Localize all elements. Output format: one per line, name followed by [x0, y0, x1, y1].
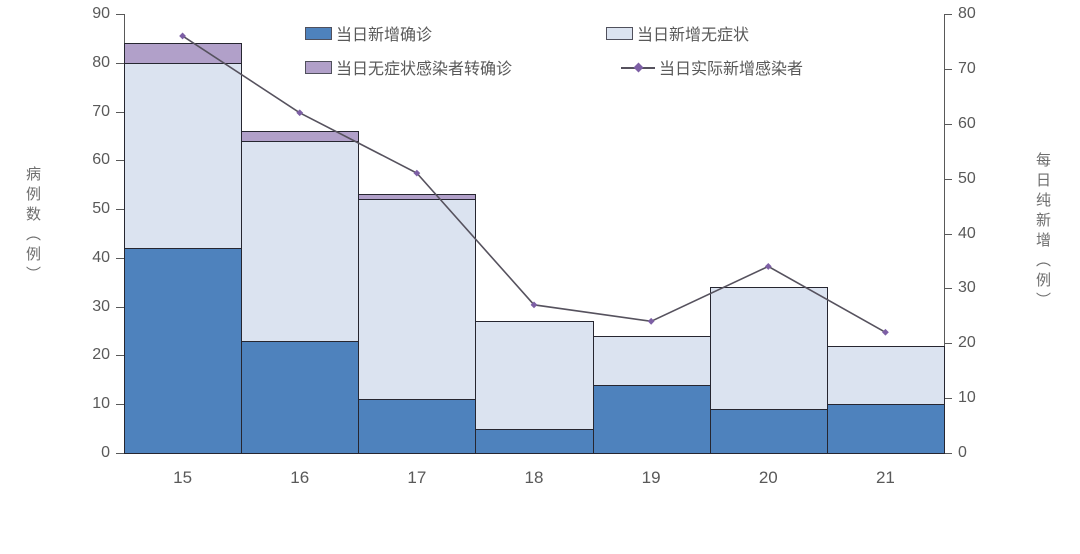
left-tick-label: 30	[92, 297, 110, 315]
line-marker	[413, 169, 421, 177]
left-tick-label: 60	[92, 151, 110, 169]
legend-item: 当日无症状感染者转确诊	[305, 55, 512, 79]
line-marker	[764, 263, 772, 270]
legend-item-label: 当日新增确诊	[336, 27, 433, 44]
right-tick	[944, 123, 952, 125]
right-tick-label: 30	[958, 279, 976, 297]
bar-segment	[358, 199, 477, 401]
bar-segment	[592, 384, 711, 454]
line-marker	[530, 301, 538, 309]
right-tick	[944, 343, 952, 345]
right-tick-label: 20	[958, 334, 976, 352]
right-tick	[944, 398, 952, 400]
left-tick	[116, 453, 124, 454]
right-tick	[944, 178, 952, 180]
left-tick	[116, 111, 124, 113]
legend-line-marker-icon	[633, 62, 644, 72]
legend-swatch	[606, 26, 633, 40]
left-tick	[116, 14, 124, 15]
x-axis-label: 15	[173, 468, 193, 487]
left-tick-label: 0	[101, 444, 110, 461]
left-tick	[116, 306, 124, 308]
left-tick	[116, 257, 124, 259]
left-tick	[116, 160, 124, 162]
right-tick-label: 70	[958, 59, 976, 77]
right-tick-label: 40	[958, 224, 976, 242]
x-axis-label: 19	[641, 468, 661, 487]
bar-segment	[241, 140, 360, 342]
line-marker	[882, 328, 889, 336]
left-tick-label: 80	[92, 53, 110, 71]
left-tick-label: 90	[92, 5, 110, 22]
line-marker	[179, 32, 186, 40]
left-tick	[116, 404, 124, 406]
right-tick-label: 10	[958, 389, 976, 407]
left-axis-title: 病例数（例）	[24, 166, 41, 286]
x-axis-label: 21	[875, 468, 895, 487]
x-axis-label: 16	[290, 468, 310, 487]
bar-segment	[826, 404, 945, 454]
x-axis-label: 20	[758, 468, 778, 487]
bar-segment	[124, 62, 243, 250]
legend-swatch	[305, 60, 332, 74]
right-axis-title: 每日纯新增（例）	[1034, 152, 1051, 312]
bar-segment	[826, 345, 945, 406]
left-tick-label: 40	[92, 248, 110, 266]
bar-segment	[241, 131, 360, 142]
left-tick	[116, 209, 124, 211]
bar-segment	[709, 409, 828, 454]
right-tick	[944, 233, 952, 235]
bar-segment	[709, 287, 828, 411]
left-tick-label: 70	[92, 102, 110, 120]
legend-item-label: 当日无症状感染者转确诊	[336, 61, 513, 78]
right-tick-label: 60	[958, 114, 976, 132]
right-tick	[944, 453, 952, 454]
legend-item: 当日新增确诊	[305, 21, 432, 45]
line-marker	[647, 317, 655, 325]
right-tick	[944, 68, 952, 70]
bar-segment	[358, 399, 477, 454]
left-tick-label: 20	[92, 346, 110, 364]
right-tick-label: 0	[958, 444, 967, 461]
bar-segment	[124, 43, 243, 64]
left-tick	[116, 62, 124, 64]
bar-segment	[358, 194, 477, 201]
right-tick-label: 80	[958, 5, 976, 22]
left-tick-label: 10	[92, 395, 110, 413]
bar-segment	[124, 248, 243, 454]
right-tick	[944, 14, 952, 15]
legend-swatch	[305, 26, 332, 40]
bar-segment	[592, 335, 711, 386]
legend-item-label: 当日新增无症状	[637, 27, 750, 44]
right-tick	[944, 288, 952, 290]
line-marker	[296, 109, 304, 117]
x-axis-label: 17	[407, 468, 427, 487]
legend-item-label: 当日实际新增感染者	[659, 61, 804, 78]
bar-segment	[241, 340, 360, 454]
left-tick	[116, 355, 124, 357]
legend-line-sample	[621, 61, 655, 74]
legend-item: 当日实际新增感染者	[621, 55, 803, 79]
left-tick-label: 50	[92, 200, 110, 218]
bar-segment	[475, 428, 594, 454]
right-tick-label: 50	[958, 169, 976, 187]
bar-segment	[475, 321, 594, 430]
x-axis-label: 18	[524, 468, 544, 487]
legend-item: 当日新增无症状	[606, 21, 749, 45]
